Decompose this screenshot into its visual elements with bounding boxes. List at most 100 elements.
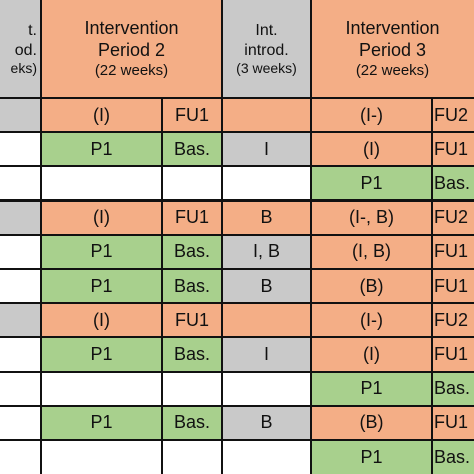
table-cell: FU2: [432, 98, 474, 133]
grid-line: [0, 233, 474, 236]
header-line: t.: [28, 22, 37, 40]
table-cell: P1: [41, 234, 162, 269]
grid-line: [431, 98, 433, 474]
grid-line: [0, 404, 474, 408]
header-line: (22 weeks): [355, 61, 430, 79]
table-cell: Bas.: [162, 132, 222, 167]
table-cell: FU1: [432, 132, 474, 167]
header-line: Period 3: [358, 40, 427, 60]
table-cell: [0, 166, 41, 201]
table-cell: P1: [311, 440, 432, 474]
header-cell-2: Int. introd. (3 weeks): [222, 0, 311, 98]
header-line: (22 weeks): [94, 61, 169, 79]
table-cell: (I): [41, 200, 162, 235]
header-cell-0: t. od. eks): [0, 0, 41, 98]
table-cell: (B): [311, 269, 432, 304]
table-cell: I: [222, 132, 311, 167]
grid-line: [0, 165, 474, 168]
table-cell: [0, 132, 41, 167]
grid-line: [161, 98, 163, 474]
header-line: Int.: [255, 22, 278, 40]
grid-line: [40, 0, 42, 98]
table-cell: P1: [41, 337, 162, 372]
table-cell: FU1: [432, 234, 474, 269]
header-line: introd.: [244, 41, 289, 59]
table-cell: B: [222, 200, 311, 235]
table-cell: P1: [311, 166, 432, 201]
table-cell: Bas.: [162, 405, 222, 440]
table-cell: (I, B): [311, 234, 432, 269]
table-cell: [41, 166, 162, 201]
grid-line: [0, 268, 474, 270]
table-cell: [0, 98, 41, 133]
table-cell: (I): [41, 98, 162, 133]
table-cell: [222, 98, 311, 133]
header-line: od.: [14, 41, 37, 59]
table-cell: FU1: [162, 303, 222, 338]
grid-line: [40, 98, 42, 474]
header-cell-1: Intervention Period 2 (22 weeks): [41, 0, 222, 98]
grid-line: [221, 98, 223, 474]
table-cell: I: [222, 337, 311, 372]
table-cell: (I-, B): [311, 200, 432, 235]
table-cell: [222, 440, 311, 474]
table-cell: (B): [311, 405, 432, 440]
table-cell: FU1: [432, 337, 474, 372]
table-cell: [0, 337, 41, 372]
table-cell: Bas.: [162, 234, 222, 269]
table-cell: [41, 371, 162, 406]
table-cell: Bas.: [432, 440, 474, 474]
grid-line: [310, 98, 312, 474]
header-line: (3 weeks): [236, 59, 297, 76]
table-cell: FU1: [432, 269, 474, 304]
grid-line: [0, 301, 474, 305]
table-cell: [162, 440, 222, 474]
table-cell: FU1: [432, 405, 474, 440]
grid-line: [0, 131, 474, 134]
table-cell: [162, 166, 222, 201]
grid-line: [0, 439, 474, 441]
grid-line: [221, 0, 223, 98]
table-cell: P1: [311, 371, 432, 406]
table-cell: (I): [311, 132, 432, 167]
header-line: eks): [10, 59, 37, 76]
table-cell: FU1: [162, 98, 222, 133]
table-cell: Bas.: [432, 166, 474, 201]
table-cell: (I): [41, 303, 162, 338]
table-cell: B: [222, 405, 311, 440]
grid-line: [0, 199, 474, 202]
table-cell: [0, 200, 41, 235]
table-cell: (I-): [311, 303, 432, 338]
grid-line: [0, 370, 474, 373]
grid-line: [0, 96, 474, 100]
grid-line: [0, 336, 474, 339]
table-cell: [0, 371, 41, 406]
table-cell: Bas.: [162, 269, 222, 304]
table-cell: (I): [311, 337, 432, 372]
table-cell: FU1: [162, 200, 222, 235]
table-cell: [41, 440, 162, 474]
table-cell: P1: [41, 405, 162, 440]
table-cell: FU2: [432, 200, 474, 235]
table-cell: [222, 303, 311, 338]
table-cell: FU2: [432, 303, 474, 338]
header-line: Intervention: [345, 18, 440, 39]
table-cell: P1: [41, 132, 162, 167]
table-cell: [0, 234, 41, 269]
table-cell: P1: [41, 269, 162, 304]
table-cell: [222, 166, 311, 201]
table-cell: Bas.: [162, 337, 222, 372]
table-cell: I, B: [222, 234, 311, 269]
table-cell: [162, 371, 222, 406]
table-cell: B: [222, 269, 311, 304]
table-cell: (I-): [311, 98, 432, 133]
table-cell: [0, 440, 41, 474]
grid-line: [310, 0, 312, 98]
table-cell: [0, 405, 41, 440]
table-cell: [0, 303, 41, 338]
header-line: Intervention: [84, 18, 179, 39]
header-line: Period 2: [97, 40, 166, 60]
table-cell: [222, 371, 311, 406]
header-cell-3: Intervention Period 3 (22 weeks): [311, 0, 474, 98]
